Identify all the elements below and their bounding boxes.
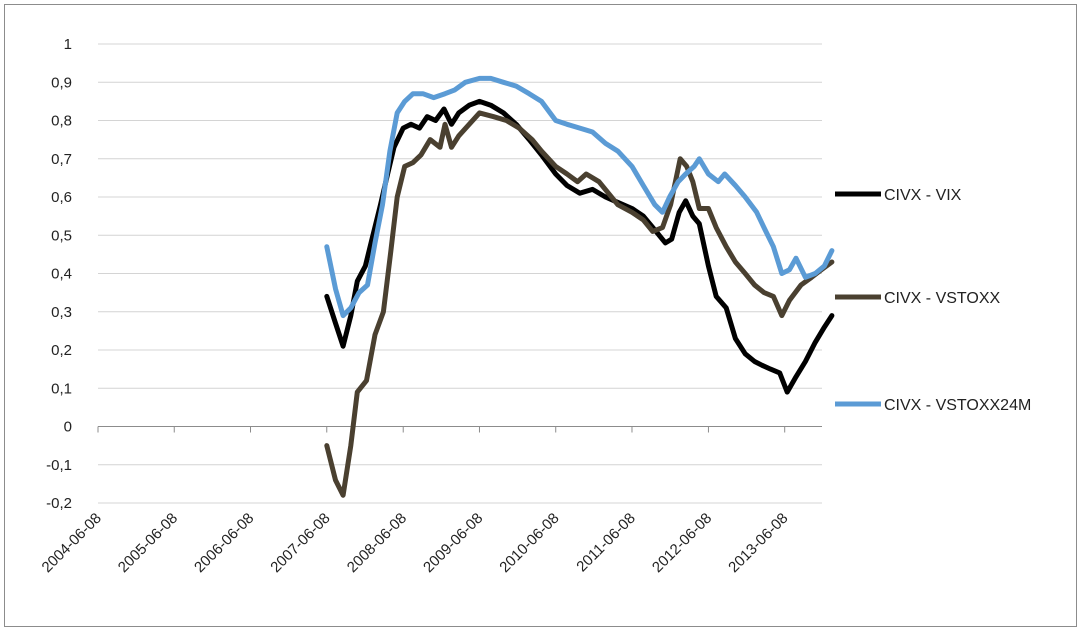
x-tick-label: 2009-06-08: [420, 510, 486, 576]
x-axis: [97, 426, 822, 433]
series-line: [324, 110, 835, 498]
series-line: [324, 98, 835, 395]
y-tick-label: -0,1: [46, 457, 72, 474]
series-line: [324, 75, 835, 319]
y-tick-label: 0,7: [51, 151, 72, 168]
y-tick-label: 0,2: [51, 342, 72, 359]
y-tick-label: 0,4: [51, 266, 72, 283]
y-axis-tick-labels: 1 0,9 0,8 0,7 0,6 0,5 0,4 0,3 0,2 0,1 0 -0,1 -0,2: [46, 36, 72, 512]
y-tick-label: 1: [64, 36, 72, 53]
legend-label: CIVX - VSTOXX: [884, 290, 1001, 307]
x-tick-label: 2007-06-08: [267, 510, 333, 576]
y-tick-label: 0,9: [51, 74, 72, 91]
x-tick-label: 2012-06-08: [649, 510, 715, 576]
x-tick-label: 2013-06-08: [725, 510, 791, 576]
x-tick-label: 2008-06-08: [344, 510, 410, 576]
y-tick-label: 0: [64, 419, 72, 436]
y-tick-label: 0,6: [51, 189, 72, 206]
y-tick-label: 0,8: [51, 113, 72, 130]
legend-label: CIVX - VIX: [884, 187, 962, 204]
chart-frame: [4, 4, 1077, 627]
y-tick-label: 0,1: [51, 380, 72, 397]
series-lines: [324, 75, 835, 498]
x-tick-label: 2011-06-08: [573, 510, 638, 575]
x-tick-label: 2006-06-08: [191, 510, 257, 576]
legend: CIVX - VIX CIVX - VSTOXX CIVX - VSTOXX24M: [835, 187, 1031, 414]
y-tick-label: 0,5: [51, 227, 72, 244]
x-tick-label: 2010-06-08: [496, 510, 562, 576]
x-tick-label: 2005-06-08: [115, 510, 181, 576]
x-axis-tick-labels: 2004-06-08 2005-06-08 2006-06-08 2007-06-08…: [39, 510, 792, 576]
x-tick-label: 2004-06-08: [39, 510, 105, 576]
legend-label: CIVX - VSTOXX24M: [884, 397, 1031, 414]
y-tick-label: -0,2: [46, 495, 72, 512]
y-tick-label: 0,3: [51, 304, 72, 321]
